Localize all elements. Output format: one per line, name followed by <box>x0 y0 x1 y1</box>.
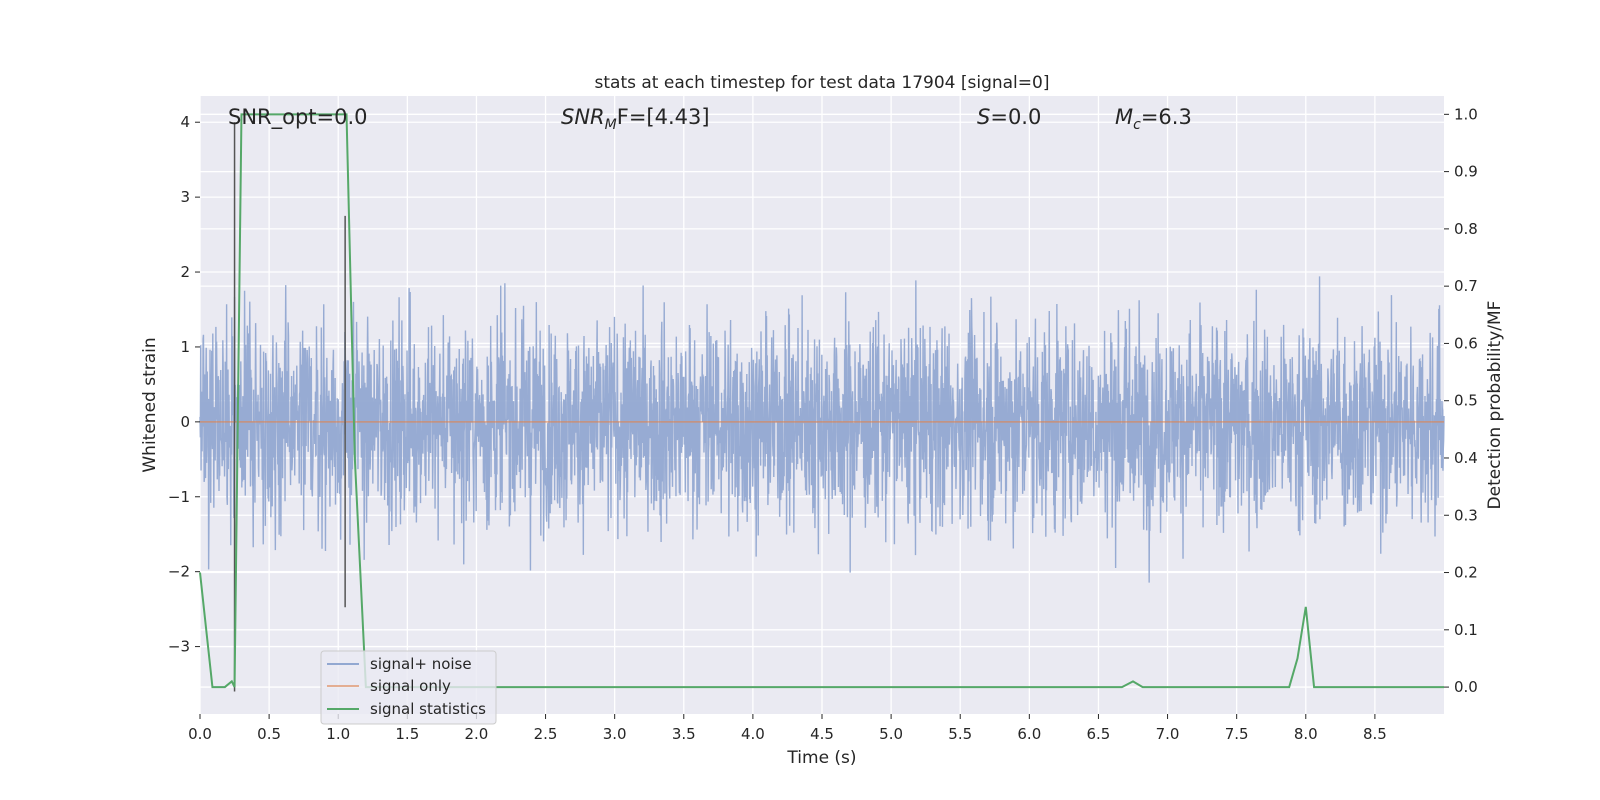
y-right-tick-label: 0.5 <box>1454 392 1478 410</box>
x-tick-label: 7.0 <box>1156 725 1180 743</box>
y-right-tick-label: 0.6 <box>1454 334 1478 352</box>
snr-mf-base: SNR <box>561 105 605 129</box>
y-axis-left-label: Whitened strain <box>140 337 160 472</box>
y-right-tick-label: 1.0 <box>1454 105 1478 123</box>
snr-mf-sub: M <box>605 117 617 133</box>
mc-sub: c <box>1133 117 1141 133</box>
x-tick-label: 3.0 <box>603 725 627 743</box>
y-right-tick-label: 0.7 <box>1454 277 1478 295</box>
y-right-tick-label: 0.8 <box>1454 220 1478 238</box>
y-axis-left-ticks: 4 3 2 1 0 −1 −2 −3 <box>168 113 200 656</box>
x-tick-label: 3.5 <box>672 725 696 743</box>
y-left-tick-label: −1 <box>168 488 190 506</box>
x-tick-label: 2.0 <box>465 725 489 743</box>
x-axis-label: Time (s) <box>786 748 856 768</box>
s-rest: =0.0 <box>990 105 1041 129</box>
x-tick-label: 2.5 <box>534 725 558 743</box>
chart-title: stats at each timestep for test data 179… <box>595 73 1050 93</box>
legend-box <box>320 650 497 725</box>
legend-label-signal-noise: signal+ noise <box>370 655 472 673</box>
x-tick-label: 0.0 <box>188 725 212 743</box>
legend-label-signal-statistics: signal statistics <box>370 700 486 718</box>
legend: signal+ noise signal only signal statist… <box>320 650 497 725</box>
x-tick-label: 7.5 <box>1225 725 1249 743</box>
annotation-mc: Mc=6.3 <box>1115 105 1192 133</box>
y-left-tick-label: 2 <box>180 263 190 281</box>
y-right-tick-label: 0.1 <box>1454 621 1478 639</box>
mc-rest: =6.3 <box>1141 105 1192 129</box>
y-axis-right-ticks: 1.0 0.9 0.8 0.7 0.6 0.5 0.4 0.3 0.2 0.1 0.0 <box>1444 105 1478 696</box>
x-tick-label: 6.0 <box>1017 725 1041 743</box>
y-left-tick-label: 1 <box>180 338 190 356</box>
x-tick-label: 4.5 <box>810 725 834 743</box>
x-axis-ticks: 0.0 0.5 1.0 1.5 2.0 2.5 3.0 3.5 4.0 4.5 5.0 5.5 6.0 6… <box>188 714 1387 743</box>
x-tick-label: 1.0 <box>326 725 350 743</box>
y-left-tick-label: −3 <box>168 638 190 656</box>
y-right-tick-label: 0.0 <box>1454 678 1478 696</box>
y-left-tick-label: 4 <box>180 113 190 131</box>
x-tick-label: 6.5 <box>1087 725 1111 743</box>
y-right-tick-label: 0.2 <box>1454 564 1478 582</box>
annotation-s: S=0.0 <box>977 105 1041 129</box>
x-tick-label: 8.5 <box>1363 725 1387 743</box>
x-tick-label: 0.5 <box>257 725 281 743</box>
y-left-tick-label: 0 <box>180 413 190 431</box>
s-var: S <box>977 105 990 129</box>
x-tick-label: 5.5 <box>948 725 972 743</box>
x-tick-label: 5.0 <box>879 725 903 743</box>
y-left-tick-label: 3 <box>180 188 190 206</box>
y-left-tick-label: −2 <box>168 563 190 581</box>
x-tick-label: 1.5 <box>395 725 419 743</box>
x-tick-label: 8.0 <box>1294 725 1318 743</box>
legend-label-signal-only: signal only <box>370 677 451 695</box>
annotation-snr-mf: SNRMF=[4.43] <box>561 105 710 133</box>
y-right-tick-label: 0.3 <box>1454 506 1478 524</box>
snr-mf-rest: F=[4.43] <box>617 105 710 129</box>
annotation-snr-opt: SNR_opt=0.0 <box>228 105 368 130</box>
mc-var: M <box>1115 105 1133 129</box>
x-tick-label: 4.0 <box>741 725 765 743</box>
y-axis-right-label: Detection probability/MF <box>1485 301 1505 510</box>
y-right-tick-label: 0.4 <box>1454 449 1478 467</box>
y-right-tick-label: 0.9 <box>1454 163 1478 181</box>
